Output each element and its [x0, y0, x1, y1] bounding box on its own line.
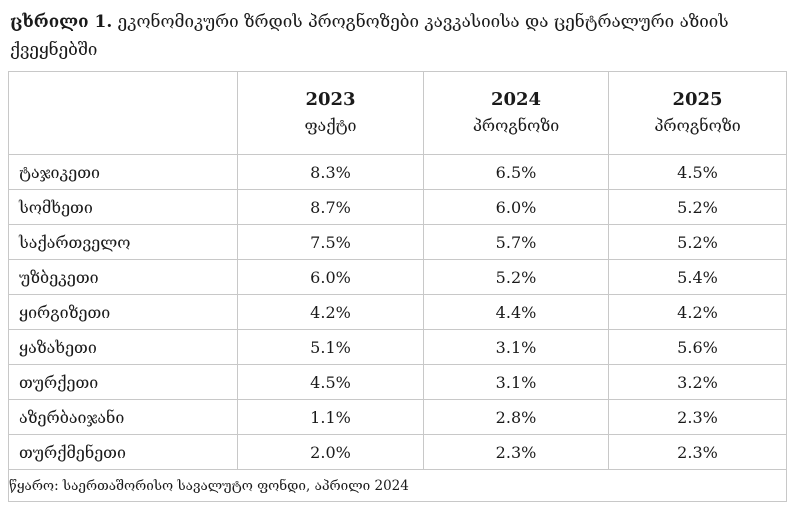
value-cell: 2.3%: [423, 434, 609, 470]
value-cell: 6.0%: [423, 189, 609, 225]
value-cell: 3.1%: [423, 364, 609, 400]
country-cell: თურქეთი: [8, 364, 238, 400]
value-cell: 2.3%: [608, 434, 787, 470]
country-cell: ტაჯიკეთი: [8, 154, 238, 190]
value-cell: 1.1%: [237, 399, 424, 435]
table-header-row: 2023 ფაქტი 2024 პროგნოზი 2025 პროგნოზი: [8, 71, 787, 155]
caption-label: ცხრილი 1.: [10, 12, 113, 32]
value-cell: 4.2%: [237, 294, 424, 330]
table-row: თურქმენეთი 2.0% 2.3% 2.3%: [8, 434, 787, 470]
value-cell: 3.2%: [608, 364, 787, 400]
table-caption: ცხრილი 1. ეკონომიკური ზრდის პროგნოზები კ…: [10, 8, 785, 64]
value-cell: 4.5%: [237, 364, 424, 400]
value-cell: 5.2%: [608, 189, 787, 225]
value-cell: 3.1%: [423, 329, 609, 365]
value-cell: 5.7%: [423, 224, 609, 260]
header-year: 2023: [305, 89, 356, 110]
country-cell: ყირგიზეთი: [8, 294, 238, 330]
table-row: სომხეთი 8.7% 6.0% 5.2%: [8, 189, 787, 225]
header-year: 2025: [672, 89, 723, 110]
value-cell: 5.2%: [423, 259, 609, 295]
header-cell-2024: 2024 პროგნოზი: [423, 71, 609, 155]
table-row: უზბეკეთი 6.0% 5.2% 5.4%: [8, 259, 787, 295]
value-cell: 8.3%: [237, 154, 424, 190]
country-cell: აზერბაიჯანი: [8, 399, 238, 435]
value-cell: 5.6%: [608, 329, 787, 365]
source-row: წყარო: საერთაშორისო სავალუტო ფონდი, აპრი…: [8, 469, 787, 502]
country-cell: თურქმენეთი: [8, 434, 238, 470]
value-cell: 2.8%: [423, 399, 609, 435]
value-cell: 8.7%: [237, 189, 424, 225]
header-cell-2025: 2025 პროგნოზი: [608, 71, 787, 155]
header-year: 2024: [490, 89, 542, 110]
header-subtitle: პროგნოზი: [472, 116, 560, 135]
country-cell: ყაზახეთი: [8, 329, 238, 365]
country-cell: უზბეკეთი: [8, 259, 238, 295]
caption-text: ეკონომიკური ზრდის პროგნოზები კავკასიისა …: [10, 12, 729, 60]
table-row: თურქეთი 4.5% 3.1% 3.2%: [8, 364, 787, 400]
header-subtitle: ფაქტი: [304, 116, 357, 135]
table-row: ყირგიზეთი 4.2% 4.4% 4.2%: [8, 294, 787, 330]
value-cell: 7.5%: [237, 224, 424, 260]
value-cell: 2.0%: [237, 434, 424, 470]
value-cell: 6.5%: [423, 154, 609, 190]
header-empty-cell: [8, 71, 238, 155]
country-cell: საქართველო: [8, 224, 238, 260]
table-row: აზერბაიჯანი 1.1% 2.8% 2.3%: [8, 399, 787, 435]
value-cell: 5.1%: [237, 329, 424, 365]
growth-forecast-table: 2023 ფაქტი 2024 პროგნოზი 2025 პროგნოზი ტ…: [8, 71, 787, 502]
table-row: ტაჯიკეთი 8.3% 6.5% 4.5%: [8, 154, 787, 190]
value-cell: 4.4%: [423, 294, 609, 330]
country-cell: სომხეთი: [8, 189, 238, 225]
source-note: წყარო: საერთაშორისო სავალუტო ფონდი, აპრი…: [8, 469, 787, 502]
value-cell: 5.2%: [608, 224, 787, 260]
value-cell: 5.4%: [608, 259, 787, 295]
table-row: ყაზახეთი 5.1% 3.1% 5.6%: [8, 329, 787, 365]
value-cell: 2.3%: [608, 399, 787, 435]
table-row: საქართველო 7.5% 5.7% 5.2%: [8, 224, 787, 260]
value-cell: 4.2%: [608, 294, 787, 330]
header-subtitle: პროგნოზი: [654, 116, 741, 135]
header-cell-2023: 2023 ფაქტი: [237, 71, 424, 155]
value-cell: 4.5%: [608, 154, 787, 190]
value-cell: 6.0%: [237, 259, 424, 295]
